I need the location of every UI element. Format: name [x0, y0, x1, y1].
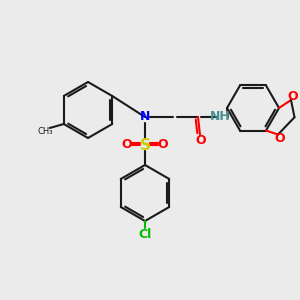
Text: S: S: [140, 137, 151, 152]
Text: Cl: Cl: [138, 227, 152, 241]
Text: O: O: [196, 134, 206, 148]
Text: NH: NH: [210, 110, 230, 124]
Text: N: N: [140, 110, 150, 124]
Text: O: O: [158, 139, 168, 152]
Text: O: O: [275, 132, 285, 145]
Text: CH₃: CH₃: [37, 127, 52, 136]
Text: O: O: [122, 139, 132, 152]
Text: O: O: [288, 91, 298, 103]
